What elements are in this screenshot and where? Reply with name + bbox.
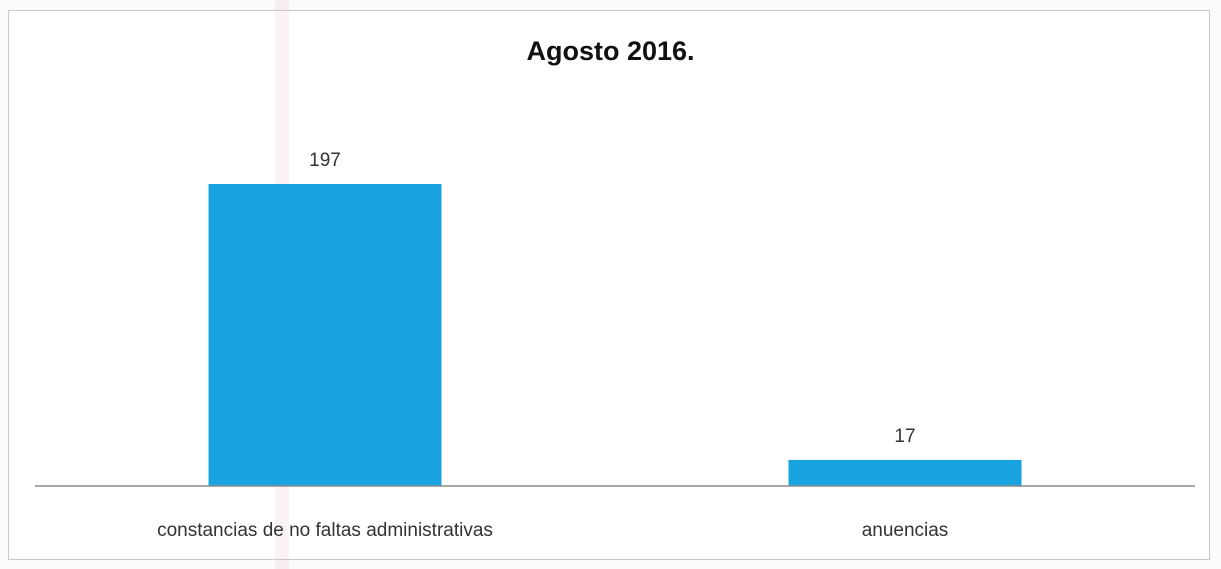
bars-layer <box>208 184 1022 486</box>
category-label-1: constancias de no faltas administrativas <box>157 520 493 541</box>
bar-2 <box>788 459 1022 486</box>
chart-title: Agosto 2016. <box>526 36 695 66</box>
bar-1 <box>208 184 442 486</box>
labels-layer: 197 constancias de no faltas administrati… <box>157 150 948 541</box>
category-label-2: anuencias <box>862 520 949 541</box>
data-label-1: 197 <box>309 150 341 171</box>
data-label-2: 17 <box>894 426 915 447</box>
